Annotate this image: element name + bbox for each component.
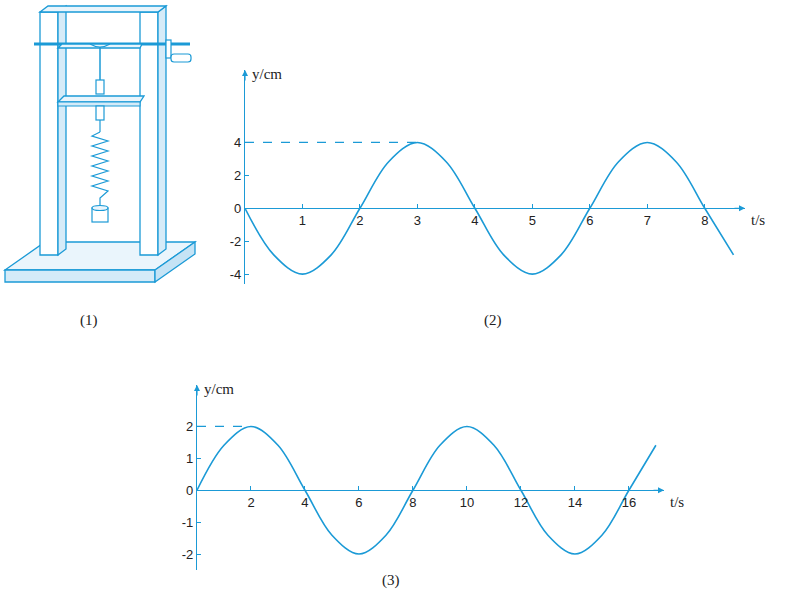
svg-text:5: 5 [529, 213, 536, 228]
svg-text:2: 2 [234, 168, 241, 183]
svg-text:4: 4 [471, 213, 478, 228]
svg-text:t/s: t/s [751, 212, 765, 228]
svg-text:-4: -4 [230, 267, 242, 282]
html-text:(1): (1) [80, 312, 98, 328]
svg-text:0: 0 [186, 483, 193, 498]
svg-text:-2: -2 [230, 234, 242, 249]
svg-text:2: 2 [247, 495, 254, 510]
svg-text:10: 10 [460, 495, 474, 510]
svg-text:4: 4 [234, 135, 241, 150]
svg-text:3: 3 [414, 213, 421, 228]
svg-text:6: 6 [586, 213, 593, 228]
svg-text:y/cm: y/cm [252, 66, 282, 82]
html-text:(3): (3) [382, 572, 400, 588]
svg-text:1: 1 [186, 451, 193, 466]
svg-text:1: 1 [299, 213, 306, 228]
svg-text:0: 0 [234, 201, 241, 216]
svg-text:12: 12 [514, 495, 528, 510]
svg-text:-2: -2 [182, 547, 194, 562]
svg-text:8: 8 [409, 495, 416, 510]
svg-text:2: 2 [186, 419, 193, 434]
svg-text:-1: -1 [182, 515, 194, 530]
svg-text:y/cm: y/cm [204, 381, 234, 397]
svg-text:6: 6 [355, 495, 362, 510]
svg-text:4: 4 [301, 495, 308, 510]
svg-text:t/s: t/s [670, 494, 684, 510]
svg-text:2: 2 [356, 213, 363, 228]
svg-text:14: 14 [568, 495, 582, 510]
svg-text:16: 16 [622, 495, 636, 510]
svg-text:7: 7 [644, 213, 651, 228]
svg-text:8: 8 [701, 213, 708, 228]
html-text:(2): (2) [484, 312, 502, 328]
